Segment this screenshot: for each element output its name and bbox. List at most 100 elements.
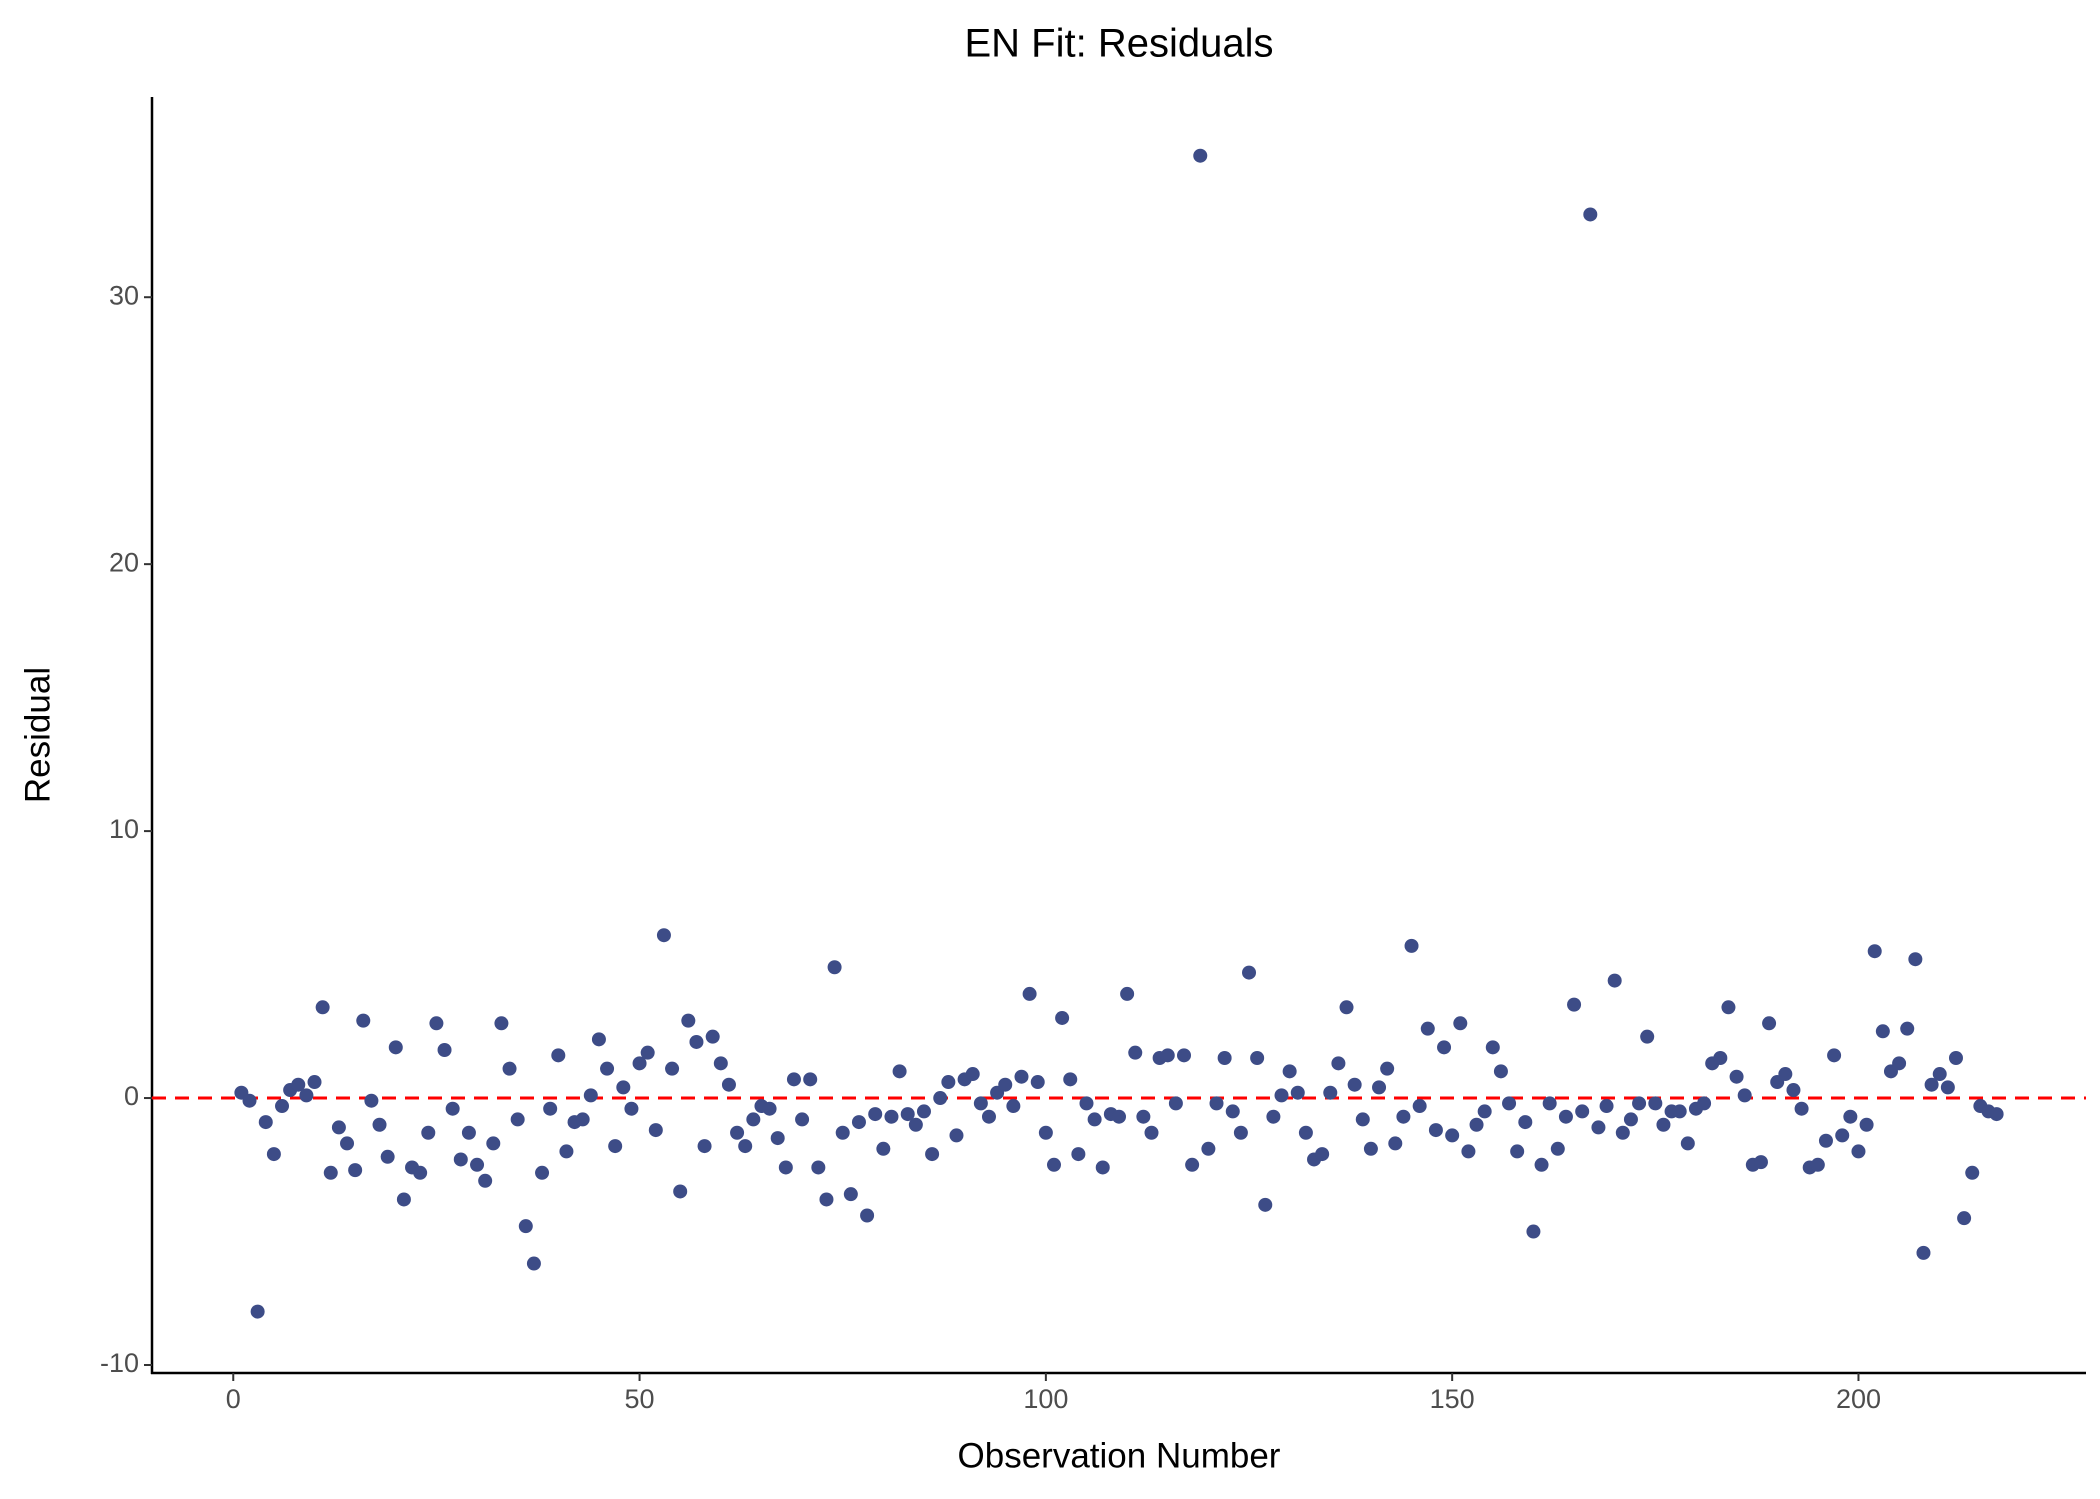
point — [868, 1107, 883, 1122]
point — [275, 1099, 290, 1114]
point — [1006, 1099, 1021, 1114]
y-axis-title: Residual — [18, 667, 57, 803]
point — [413, 1165, 428, 1180]
point — [1932, 1067, 1947, 1082]
point — [258, 1115, 273, 1130]
point — [965, 1067, 980, 1082]
point — [1355, 1112, 1370, 1127]
point — [770, 1131, 785, 1146]
point — [884, 1109, 899, 1124]
point — [1339, 1000, 1354, 1015]
point — [356, 1013, 371, 1028]
point — [1957, 1211, 1972, 1226]
point — [640, 1045, 655, 1060]
point — [892, 1064, 907, 1079]
point — [648, 1123, 663, 1138]
point — [1477, 1104, 1492, 1119]
point — [1534, 1157, 1549, 1172]
point — [1558, 1109, 1573, 1124]
point — [1323, 1085, 1338, 1100]
point — [1680, 1136, 1695, 1151]
point — [1599, 1099, 1614, 1114]
point — [795, 1112, 810, 1127]
point — [1331, 1056, 1346, 1071]
y-tick-label: 10 — [109, 814, 139, 844]
point — [502, 1061, 517, 1076]
point — [819, 1192, 834, 1207]
point — [445, 1101, 460, 1116]
point — [1445, 1128, 1460, 1143]
point — [1778, 1067, 1793, 1082]
point — [933, 1091, 948, 1106]
point — [1542, 1096, 1557, 1111]
point — [1892, 1056, 1907, 1071]
point — [591, 1032, 606, 1047]
point — [1485, 1040, 1500, 1055]
point — [673, 1184, 688, 1199]
point — [1835, 1128, 1850, 1143]
point — [1583, 207, 1598, 222]
point — [1469, 1117, 1484, 1132]
point — [250, 1304, 265, 1319]
point — [1063, 1072, 1078, 1087]
point — [551, 1048, 566, 1063]
point — [1112, 1109, 1126, 1124]
point — [803, 1072, 818, 1087]
point — [1461, 1144, 1476, 1159]
point — [364, 1093, 379, 1108]
point — [1217, 1051, 1232, 1066]
point — [348, 1163, 363, 1178]
point — [608, 1139, 623, 1154]
y-tick-label: 0 — [124, 1081, 139, 1111]
point — [396, 1192, 411, 1207]
point — [1177, 1048, 1192, 1063]
point — [811, 1160, 826, 1175]
point — [1168, 1096, 1183, 1111]
point — [1396, 1109, 1411, 1124]
y-tick-label: 30 — [109, 280, 139, 310]
point — [1055, 1010, 1070, 1025]
point — [1697, 1096, 1712, 1111]
point — [1282, 1064, 1297, 1079]
point — [1818, 1133, 1833, 1148]
point — [746, 1112, 761, 1127]
point — [1266, 1109, 1281, 1124]
point — [1940, 1080, 1955, 1095]
point — [1347, 1077, 1362, 1092]
point — [1209, 1096, 1224, 1111]
point — [998, 1077, 1013, 1092]
point — [1721, 1000, 1736, 1015]
point — [1908, 952, 1923, 967]
point — [1900, 1021, 1915, 1036]
point — [941, 1075, 956, 1090]
point — [876, 1141, 891, 1156]
point — [1989, 1107, 2004, 1122]
point — [299, 1088, 314, 1103]
point — [518, 1219, 533, 1234]
point — [632, 1056, 647, 1071]
point — [1225, 1104, 1240, 1119]
point — [421, 1125, 436, 1140]
point — [1623, 1112, 1638, 1127]
point — [1022, 986, 1037, 1001]
point — [778, 1160, 793, 1175]
point — [1632, 1096, 1647, 1111]
point — [429, 1016, 444, 1031]
point — [559, 1144, 574, 1159]
point — [1233, 1125, 1248, 1140]
point — [1493, 1064, 1508, 1079]
point — [656, 928, 671, 943]
point — [1014, 1069, 1029, 1084]
point — [453, 1152, 468, 1167]
point — [1087, 1112, 1102, 1127]
point — [1274, 1088, 1289, 1103]
x-axis-title: Observation Number — [958, 1436, 1281, 1475]
y-tick-label: -10 — [100, 1348, 139, 1378]
point — [1120, 986, 1135, 1001]
point — [1737, 1088, 1752, 1103]
point — [697, 1139, 712, 1154]
point — [1924, 1077, 1939, 1092]
point — [575, 1112, 590, 1127]
point — [665, 1061, 680, 1076]
point — [1875, 1024, 1890, 1039]
